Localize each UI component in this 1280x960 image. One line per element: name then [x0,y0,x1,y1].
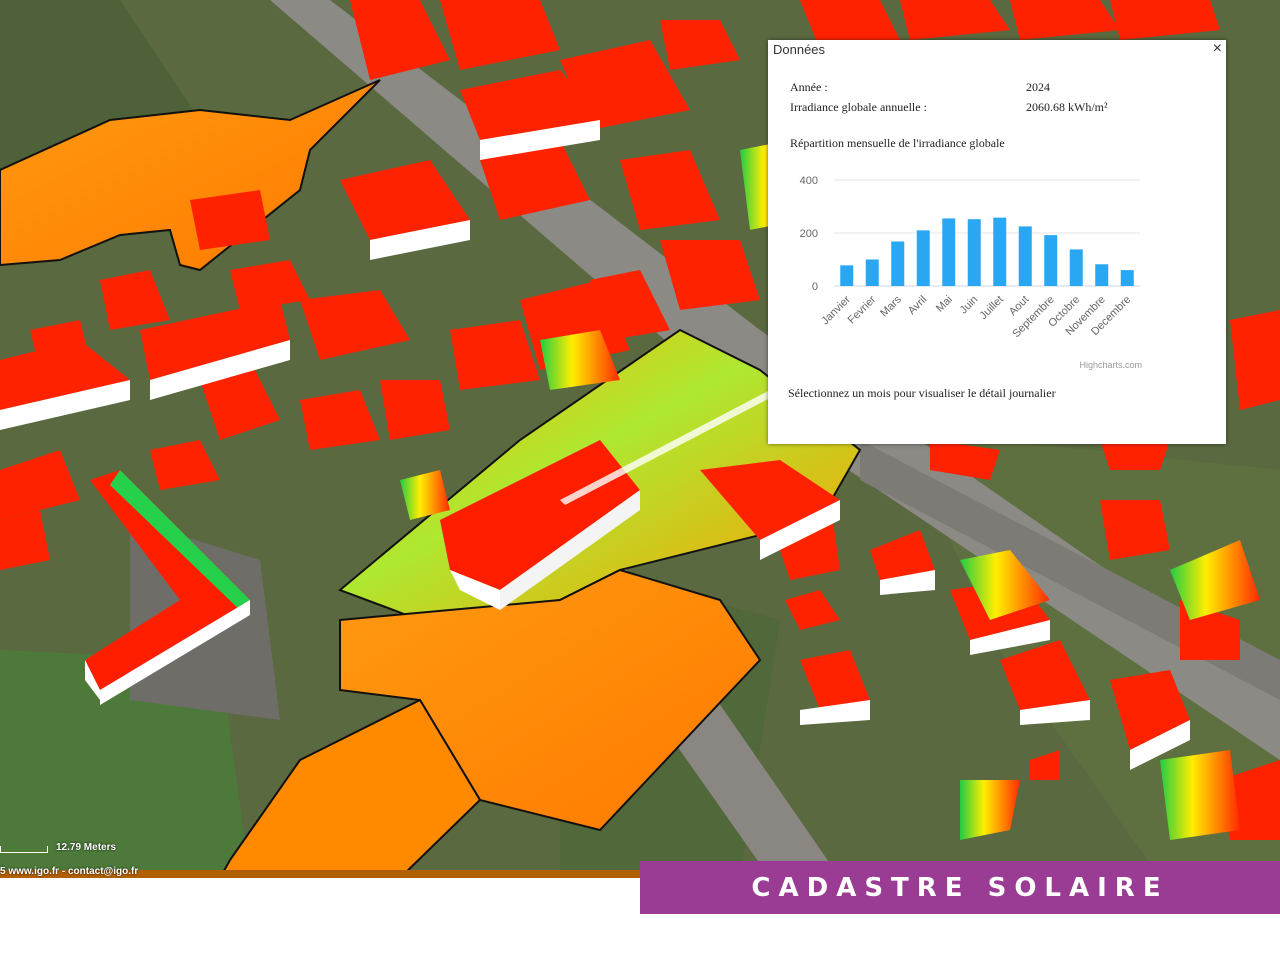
bar[interactable] [967,219,981,286]
map-credits: 5 www.igo.fr - contact@igo.fr [0,866,139,877]
irradiance-label: Irradiance globale annuelle : [790,100,927,114]
bar[interactable] [865,259,879,287]
bar[interactable] [1095,264,1109,286]
x-tick-label: Juillet [977,294,1005,322]
year-label: Année : [790,80,828,94]
chart-credit: Highcharts.com [1079,360,1142,370]
scale-label: 12.79 Meters [56,842,117,853]
chart-title: Répartition mensuelle de l'irradiance gl… [790,136,1005,150]
bar[interactable] [1044,235,1058,286]
bar[interactable] [1120,270,1134,286]
bar[interactable] [1018,226,1032,286]
close-icon[interactable]: × [1212,40,1222,57]
bar[interactable] [916,230,930,286]
x-tick-label: Mai [934,294,955,315]
popup-title: Données [773,42,826,57]
irradiance-value: 2060.68 kWh/m² [1026,100,1108,114]
year-row: Année : 2024 [790,80,1050,95]
year-value: 2024 [1026,80,1050,94]
irradiance-row: Irradiance globale annuelle : 2060.68 kW… [790,100,1108,115]
x-tick-label: Mars [878,293,904,319]
bar[interactable] [840,265,854,286]
banner-title: CADASTRE SOLAIRE [751,872,1169,903]
scale-bar [0,846,48,853]
x-tick-label: Janvier [819,293,853,327]
y-tick-label: 200 [800,228,818,240]
select-month-hint: Sélectionnez un mois pour visualiser le … [788,386,1056,400]
x-tick-label: Avril [906,294,929,317]
bar[interactable] [993,217,1007,286]
y-tick-label: 0 [812,281,818,293]
bar[interactable] [1069,249,1083,286]
data-popup: Données × Année : 2024 Irradiance global… [768,40,1226,444]
bar[interactable] [942,218,956,286]
title-banner: CADASTRE SOLAIRE [640,861,1280,914]
y-tick-label: 400 [800,175,818,187]
bar[interactable] [891,241,905,286]
x-tick-label: Fevrier [846,293,879,326]
